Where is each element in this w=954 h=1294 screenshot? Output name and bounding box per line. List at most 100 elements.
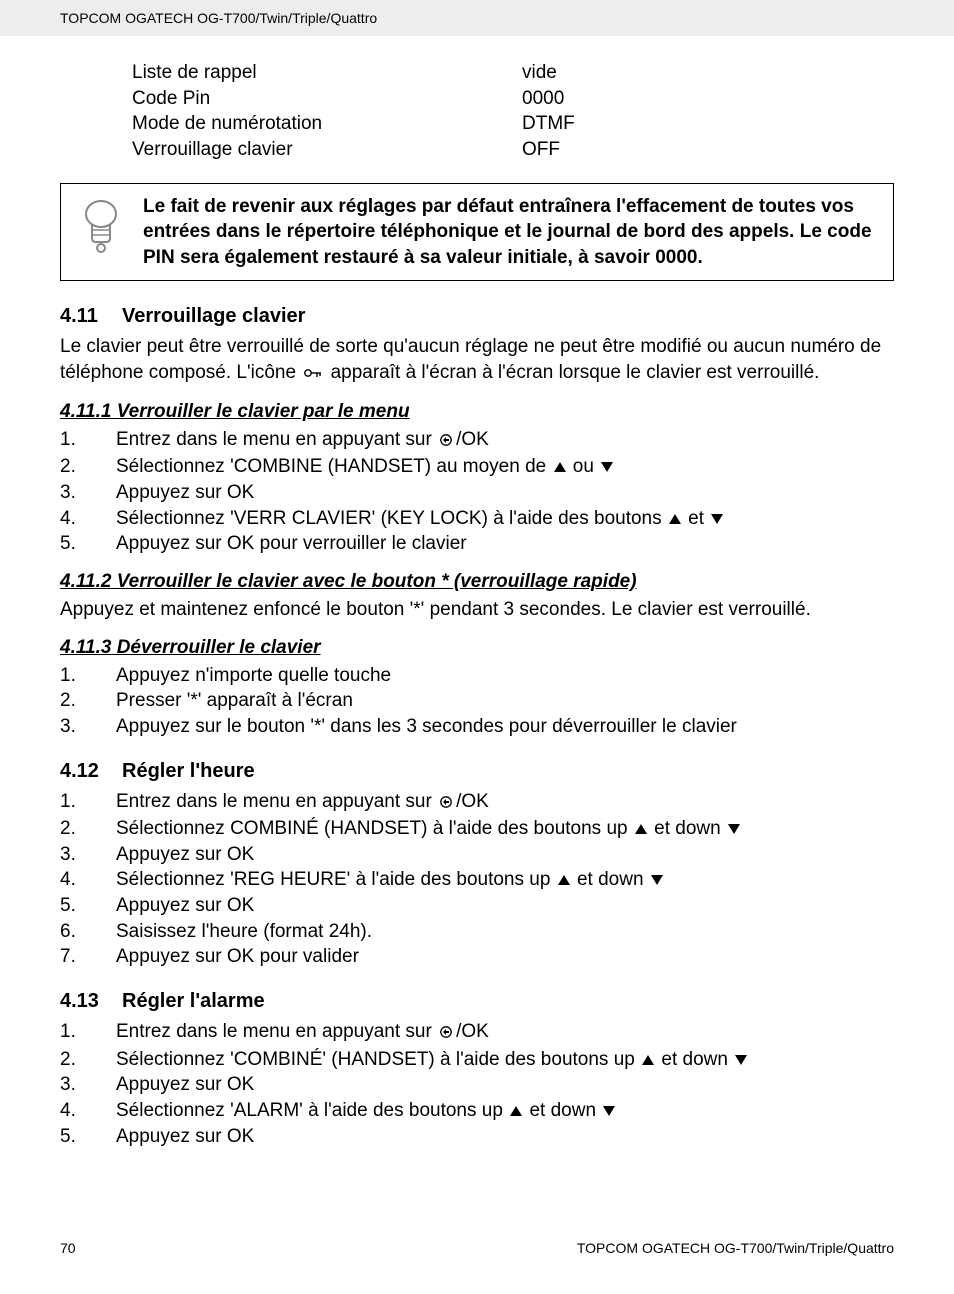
step-list: 1.Entrez dans le menu en appuyant sur /O…: [60, 427, 894, 557]
step-number: 3.: [60, 842, 116, 868]
down-arrow-icon: [711, 514, 723, 524]
warning-text: Le fait de revenir aux réglages par défa…: [143, 194, 879, 271]
step-text: Sélectionnez 'ALARM' à l'aide des bouton…: [116, 1098, 617, 1124]
step-text: Appuyez sur le bouton '*' dans les 3 sec…: [116, 714, 737, 740]
settings-row: Code Pin 0000: [132, 86, 894, 112]
step-text: Entrez dans le menu en appuyant sur /OK: [116, 427, 489, 455]
section-title: Verrouillage clavier: [122, 305, 305, 328]
step-item: 5.Appuyez sur OK pour verrouiller le cla…: [60, 531, 894, 557]
section-heading: 4.12 Régler l'heure: [60, 760, 894, 783]
down-arrow-icon: [601, 462, 613, 472]
step-number: 4.: [60, 1098, 116, 1124]
down-arrow-icon: [651, 875, 663, 885]
section-number: 4.11: [60, 305, 104, 328]
step-item: 2.Presser '*' apparaît à l'écran: [60, 688, 894, 714]
step-number: 1.: [60, 427, 116, 455]
section-heading: 4.13 Régler l'alarme: [60, 990, 894, 1013]
settings-row: Liste de rappel vide: [132, 60, 894, 86]
step-number: 6.: [60, 919, 116, 945]
settings-list: Liste de rappel vide Code Pin 0000 Mode …: [132, 60, 894, 163]
step-text: Appuyez sur OK: [116, 480, 254, 506]
step-number: 5.: [60, 531, 116, 557]
section-title: Régler l'alarme: [122, 990, 265, 1013]
up-arrow-icon: [642, 1055, 654, 1065]
step-text: Sélectionnez COMBINÉ (HANDSET) à l'aide …: [116, 816, 742, 842]
section-title: Régler l'heure: [122, 760, 255, 783]
menu-icon: [439, 791, 453, 817]
step-text: Appuyez sur OK: [116, 842, 254, 868]
step-number: 2.: [60, 454, 116, 480]
step-number: 3.: [60, 714, 116, 740]
step-item: 2.Sélectionnez 'COMBINÉ' (HANDSET) à l'a…: [60, 1047, 894, 1073]
step-text: Entrez dans le menu en appuyant sur /OK: [116, 1019, 489, 1047]
step-item: 7.Appuyez sur OK pour valider: [60, 944, 894, 970]
step-list: 1.Entrez dans le menu en appuyant sur /O…: [60, 1019, 894, 1149]
step-number: 5.: [60, 1124, 116, 1150]
step-item: 6.Saisissez l'heure (format 24h).: [60, 919, 894, 945]
settings-label: Verrouillage clavier: [132, 137, 522, 163]
settings-value: 0000: [522, 86, 564, 112]
settings-value: DTMF: [522, 111, 575, 137]
step-text: Appuyez sur OK: [116, 1124, 254, 1150]
step-number: 7.: [60, 944, 116, 970]
settings-label: Mode de numérotation: [132, 111, 522, 137]
subsection-heading: 4.11.2 Verrouiller le clavier avec le bo…: [60, 571, 894, 593]
step-item: 4.Sélectionnez 'ALARM' à l'aide des bout…: [60, 1098, 894, 1124]
menu-icon: [439, 1021, 453, 1047]
step-item: 2.Sélectionnez 'COMBINE (HANDSET) au moy…: [60, 454, 894, 480]
step-number: 1.: [60, 1019, 116, 1047]
step-text: Saisissez l'heure (format 24h).: [116, 919, 372, 945]
step-item: 3.Appuyez sur OK: [60, 480, 894, 506]
intro-text-b: apparaît à l'écran à l'écran lorsque le …: [325, 362, 819, 383]
step-item: 4.Sélectionnez 'VERR CLAVIER' (KEY LOCK)…: [60, 506, 894, 532]
down-arrow-icon: [603, 1106, 615, 1116]
header-title: TOPCOM OGATECH OG-T700/Twin/Triple/Quatt…: [60, 10, 377, 26]
step-number: 4.: [60, 506, 116, 532]
step-item: 5.Appuyez sur OK: [60, 1124, 894, 1150]
step-number: 1.: [60, 663, 116, 689]
settings-value: vide: [522, 60, 557, 86]
settings-label: Liste de rappel: [132, 60, 522, 86]
step-number: 2.: [60, 688, 116, 714]
page-footer: 70 TOPCOM OGATECH OG-T700/Twin/Triple/Qu…: [60, 1240, 894, 1256]
step-number: 2.: [60, 1047, 116, 1073]
step-item: 3.Appuyez sur OK: [60, 842, 894, 868]
step-text: Appuyez sur OK: [116, 893, 254, 919]
bulb-icon: [73, 194, 129, 256]
footer-right: TOPCOM OGATECH OG-T700/Twin/Triple/Quatt…: [577, 1240, 894, 1256]
step-number: 3.: [60, 1072, 116, 1098]
down-arrow-icon: [728, 824, 740, 834]
section-heading: 4.11 Verrouillage clavier: [60, 305, 894, 328]
subsection-heading: 4.11.1 Verrouiller le clavier par le men…: [60, 401, 894, 423]
settings-row: Verrouillage clavier OFF: [132, 137, 894, 163]
step-list: 1.Appuyez n'importe quelle touche2.Press…: [60, 663, 894, 740]
step-number: 5.: [60, 893, 116, 919]
warning-note: Le fait de revenir aux réglages par défa…: [60, 183, 894, 282]
step-item: 1.Entrez dans le menu en appuyant sur /O…: [60, 1019, 894, 1047]
up-arrow-icon: [554, 462, 566, 472]
subsection-heading: 4.11.3 Déverrouiller le clavier: [60, 637, 894, 659]
up-arrow-icon: [510, 1106, 522, 1116]
step-text: Appuyez sur OK pour verrouiller le clavi…: [116, 531, 467, 557]
page-number: 70: [60, 1240, 76, 1256]
step-item: 1.Entrez dans le menu en appuyant sur /O…: [60, 427, 894, 455]
step-item: 1.Appuyez n'importe quelle touche: [60, 663, 894, 689]
section-number: 4.13: [60, 990, 104, 1013]
step-text: Entrez dans le menu en appuyant sur /OK: [116, 789, 489, 817]
step-number: 2.: [60, 816, 116, 842]
step-list: 1.Entrez dans le menu en appuyant sur /O…: [60, 789, 894, 970]
step-item: 2.Sélectionnez COMBINÉ (HANDSET) à l'aid…: [60, 816, 894, 842]
section-number: 4.12: [60, 760, 104, 783]
settings-value: OFF: [522, 137, 560, 163]
step-text: Appuyez n'importe quelle touche: [116, 663, 391, 689]
up-arrow-icon: [669, 514, 681, 524]
step-text: Sélectionnez 'COMBINE (HANDSET) au moyen…: [116, 454, 615, 480]
step-text: Appuyez sur OK pour valider: [116, 944, 359, 970]
key-lock-icon: [304, 361, 322, 387]
step-number: 3.: [60, 480, 116, 506]
step-item: 5.Appuyez sur OK: [60, 893, 894, 919]
section-intro: Le clavier peut être verrouillé de sorte…: [60, 334, 894, 386]
up-arrow-icon: [635, 824, 647, 834]
step-item: 1.Entrez dans le menu en appuyant sur /O…: [60, 789, 894, 817]
step-item: 4.Sélectionnez 'REG HEURE' à l'aide des …: [60, 867, 894, 893]
